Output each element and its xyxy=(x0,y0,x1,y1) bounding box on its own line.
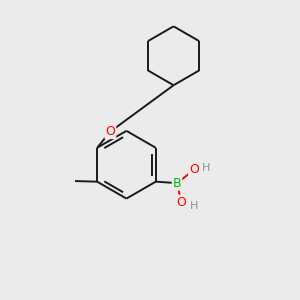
Text: O: O xyxy=(176,196,186,209)
Text: H: H xyxy=(190,201,198,211)
Text: O: O xyxy=(105,125,115,138)
Text: O: O xyxy=(189,164,199,176)
Text: B: B xyxy=(173,177,181,190)
Text: H: H xyxy=(202,163,211,172)
